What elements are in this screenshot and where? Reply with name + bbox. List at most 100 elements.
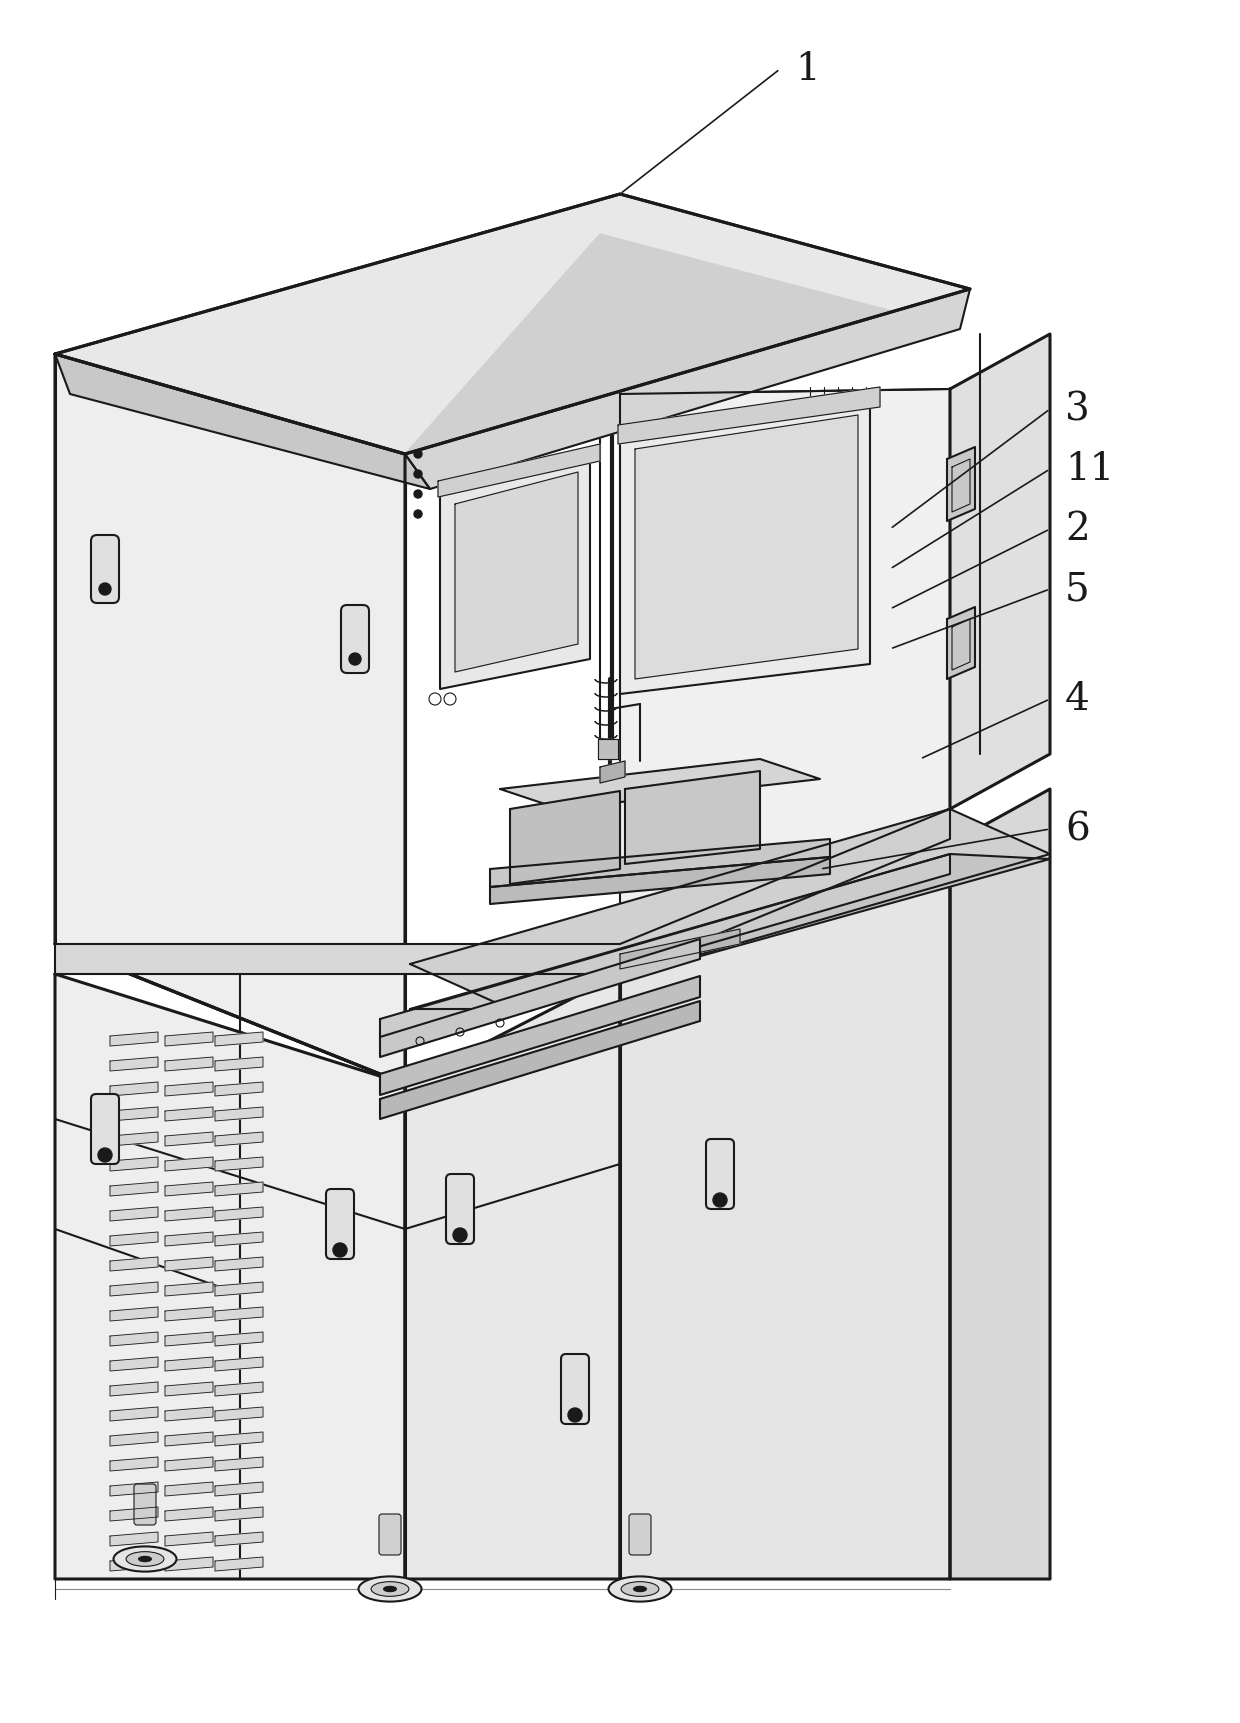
Polygon shape: [165, 1482, 213, 1496]
Text: 11: 11: [1065, 451, 1115, 488]
Polygon shape: [379, 1001, 701, 1120]
Polygon shape: [165, 1182, 213, 1196]
Polygon shape: [110, 1058, 157, 1072]
Text: 3: 3: [1065, 391, 1090, 429]
Polygon shape: [950, 334, 1050, 810]
Polygon shape: [165, 1108, 213, 1122]
Ellipse shape: [371, 1582, 409, 1597]
Polygon shape: [410, 855, 1050, 1010]
Polygon shape: [620, 400, 870, 694]
Text: 6: 6: [1065, 812, 1090, 848]
Polygon shape: [500, 760, 820, 810]
Polygon shape: [625, 772, 760, 865]
Ellipse shape: [358, 1577, 422, 1602]
Circle shape: [713, 1194, 727, 1208]
Ellipse shape: [114, 1547, 176, 1571]
Polygon shape: [215, 1532, 263, 1546]
Polygon shape: [438, 445, 600, 498]
Circle shape: [348, 653, 361, 665]
Polygon shape: [165, 1082, 213, 1096]
Polygon shape: [215, 1282, 263, 1296]
Polygon shape: [379, 939, 701, 1058]
Polygon shape: [55, 975, 405, 1578]
Polygon shape: [215, 1458, 263, 1471]
Polygon shape: [165, 1408, 213, 1421]
Polygon shape: [215, 1432, 263, 1446]
Polygon shape: [215, 1308, 263, 1322]
Polygon shape: [215, 1132, 263, 1146]
Polygon shape: [110, 1032, 157, 1046]
Polygon shape: [215, 1408, 263, 1421]
Polygon shape: [55, 355, 430, 489]
FancyBboxPatch shape: [379, 1515, 401, 1556]
Polygon shape: [620, 929, 740, 970]
Polygon shape: [620, 844, 950, 1578]
Polygon shape: [165, 1358, 213, 1372]
Circle shape: [414, 491, 422, 498]
Polygon shape: [110, 1458, 157, 1471]
Polygon shape: [165, 1208, 213, 1222]
Text: 4: 4: [1065, 681, 1090, 718]
Polygon shape: [600, 762, 625, 784]
Polygon shape: [55, 355, 405, 1084]
Polygon shape: [490, 858, 830, 905]
Polygon shape: [165, 1058, 213, 1072]
Polygon shape: [455, 472, 578, 672]
Polygon shape: [215, 1158, 263, 1172]
Polygon shape: [598, 739, 618, 760]
Polygon shape: [215, 1258, 263, 1272]
Polygon shape: [620, 389, 950, 944]
Polygon shape: [215, 1032, 263, 1046]
Polygon shape: [110, 1408, 157, 1421]
Polygon shape: [440, 455, 590, 689]
Polygon shape: [379, 855, 950, 1039]
Polygon shape: [110, 1532, 157, 1546]
Polygon shape: [165, 1558, 213, 1571]
Polygon shape: [110, 1232, 157, 1246]
Ellipse shape: [383, 1587, 397, 1592]
FancyBboxPatch shape: [341, 606, 370, 674]
Polygon shape: [165, 1432, 213, 1446]
Polygon shape: [950, 789, 1050, 1578]
Polygon shape: [165, 1308, 213, 1322]
Polygon shape: [215, 1482, 263, 1496]
FancyBboxPatch shape: [326, 1189, 353, 1260]
Circle shape: [99, 584, 112, 596]
Circle shape: [414, 470, 422, 479]
Polygon shape: [947, 608, 975, 679]
Polygon shape: [379, 977, 701, 1096]
Polygon shape: [110, 1308, 157, 1322]
Ellipse shape: [126, 1552, 164, 1566]
Polygon shape: [165, 1282, 213, 1296]
Text: 2: 2: [1065, 512, 1090, 548]
Polygon shape: [165, 1532, 213, 1546]
Polygon shape: [110, 1108, 157, 1122]
Polygon shape: [110, 1132, 157, 1146]
Circle shape: [414, 451, 422, 458]
Polygon shape: [110, 1508, 157, 1521]
Circle shape: [98, 1148, 112, 1163]
Polygon shape: [165, 1232, 213, 1246]
Polygon shape: [215, 1558, 263, 1571]
Polygon shape: [165, 1158, 213, 1172]
Polygon shape: [110, 1382, 157, 1396]
Circle shape: [453, 1228, 467, 1242]
Polygon shape: [165, 1258, 213, 1272]
Polygon shape: [405, 975, 620, 1578]
FancyBboxPatch shape: [446, 1175, 474, 1244]
Polygon shape: [510, 791, 620, 884]
Ellipse shape: [139, 1556, 151, 1561]
Text: 1: 1: [795, 52, 820, 88]
FancyBboxPatch shape: [560, 1354, 589, 1425]
Circle shape: [568, 1408, 582, 1421]
Polygon shape: [405, 289, 970, 489]
Polygon shape: [215, 1508, 263, 1521]
Polygon shape: [55, 195, 970, 455]
FancyBboxPatch shape: [91, 536, 119, 603]
Polygon shape: [165, 1508, 213, 1521]
Text: 5: 5: [1065, 570, 1090, 608]
Polygon shape: [165, 1382, 213, 1396]
Circle shape: [414, 510, 422, 519]
FancyBboxPatch shape: [134, 1484, 156, 1525]
Ellipse shape: [621, 1582, 658, 1597]
